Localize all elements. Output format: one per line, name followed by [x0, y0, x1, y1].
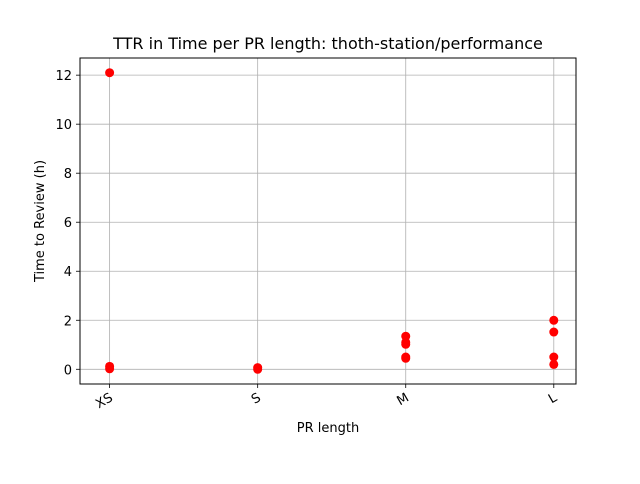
x-tick-label: XS — [93, 390, 115, 412]
grid — [80, 58, 576, 384]
y-axis-ticks: 0 2 4 6 8 10 12 — [55, 69, 80, 378]
data-point — [401, 339, 411, 349]
y-tick-label: 4 — [64, 265, 72, 280]
plot-area-frame — [79, 57, 577, 385]
x-tick-label: M — [395, 390, 412, 409]
x-tick-label: S — [249, 390, 264, 407]
y-axis-label: Time to Review (h) — [33, 160, 48, 283]
y-tick-label: 6 — [64, 216, 72, 231]
chart-title: TTR in Time per PR length: thoth-station… — [112, 34, 543, 53]
data-point — [253, 364, 263, 374]
data-point — [549, 327, 559, 337]
x-axis-label: PR length — [297, 421, 359, 436]
y-tick-label: 8 — [64, 167, 72, 182]
data-point — [401, 353, 411, 363]
data-points — [105, 68, 559, 374]
data-point — [105, 68, 115, 78]
data-point — [549, 315, 559, 325]
data-point — [549, 359, 559, 369]
x-axis-ticks: XS S M L — [93, 384, 560, 412]
x-tick-label: L — [546, 390, 560, 407]
y-tick-label: 10 — [55, 118, 72, 133]
y-tick-label: 12 — [55, 69, 72, 84]
y-tick-label: 2 — [64, 314, 72, 329]
data-point — [105, 364, 115, 374]
y-tick-label: 0 — [64, 363, 72, 378]
data-point — [549, 352, 559, 362]
